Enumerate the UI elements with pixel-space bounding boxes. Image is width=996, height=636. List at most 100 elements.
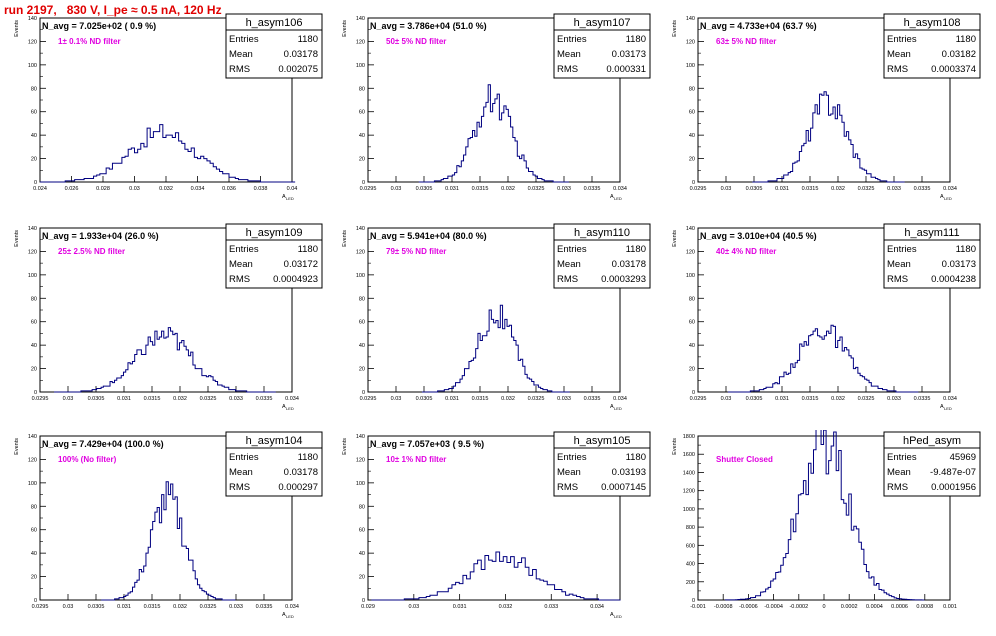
stat-value-entries: 1180 <box>956 244 976 255</box>
stat-label-mean: Mean <box>887 467 911 478</box>
x-tick-label: 0.036 <box>222 186 236 192</box>
x-tick-label: 0.03 <box>129 186 140 192</box>
x-tick-label: 0.031 <box>775 396 789 402</box>
stat-label-entries: Entries <box>229 244 259 255</box>
histogram-name: h_asym108 <box>904 17 961 29</box>
histogram-panel-hPed_asym: 0 200 400 600 800 1000 1200 1400 1600 1800 -0.001 -… <box>662 430 992 636</box>
x-tick-label: 0.031 <box>445 186 459 192</box>
stat-value-mean: 0.03173 <box>942 259 976 270</box>
x-axis-label: A <box>610 194 614 200</box>
histogram-svg: 0 200 400 600 800 1000 1200 1400 1600 1800 -0.001 -… <box>672 430 981 610</box>
x-tick-label: 0.0002 <box>841 604 858 610</box>
y-tick-label: 60 <box>31 528 37 534</box>
stat-value-rms: 0.000297 <box>278 482 318 493</box>
y-tick-label: 120 <box>356 39 365 45</box>
x-tick-label: 0.001 <box>943 604 957 610</box>
stats-box <box>553 431 651 497</box>
histogram-line <box>418 84 569 183</box>
x-tick-label: 0.03 <box>391 396 402 402</box>
y-tick-label: 120 <box>356 457 365 463</box>
y-tick-label: 40 <box>359 133 365 139</box>
x-tick-label: 0.034 <box>943 186 957 192</box>
y-tick-label: 1600 <box>683 452 695 458</box>
y-tick-label: 40 <box>359 343 365 349</box>
stats-box <box>883 431 981 497</box>
y-tick-label: 100 <box>28 481 37 487</box>
x-axis-label: A <box>940 404 944 410</box>
stat-label-mean: Mean <box>229 49 253 60</box>
x-tick-label: 0.03 <box>721 186 732 192</box>
histogram-panel-h_asym108: 0 20 40 60 80 100 120 140 0.0295 0.03 0.0305 0.031 0… <box>662 12 992 218</box>
histogram-name: h_asym104 <box>246 435 303 447</box>
y-tick-label: 120 <box>356 249 365 255</box>
stat-value-entries: 1180 <box>298 452 318 463</box>
x-tick-label: 0.0325 <box>200 396 217 402</box>
x-tick-label: 0.0305 <box>88 396 105 402</box>
x-axis-label-sub: LED <box>286 406 294 411</box>
y-tick-label: 100 <box>28 273 37 279</box>
y-tick-label: 60 <box>31 320 37 326</box>
y-tick-label: 40 <box>31 551 37 557</box>
histogram-line <box>40 124 296 183</box>
x-tick-label: 0.032 <box>501 186 515 192</box>
stat-value-mean: 0.03182 <box>942 49 976 60</box>
stat-value-rms: 0.000331 <box>606 64 646 75</box>
histogram-svg: 0 20 40 60 80 100 120 140 0.0295 0.03 0.0305 0.031 0… <box>14 431 323 619</box>
x-tick-label: 0.024 <box>33 186 47 192</box>
y-tick-label: 20 <box>689 157 695 163</box>
x-tick-label: 0.032 <box>173 604 187 610</box>
stat-label-rms: RMS <box>557 64 578 75</box>
y-tick-label: 20 <box>689 367 695 373</box>
stat-label-entries: Entries <box>887 34 917 45</box>
filter-label: Shutter Closed <box>716 455 773 464</box>
y-tick-label: 80 <box>689 86 695 92</box>
y-tick-label: 140 <box>686 16 695 22</box>
stat-label-entries: Entries <box>229 452 259 463</box>
x-tick-label: 0.0295 <box>690 186 707 192</box>
n-avg-label: N_avg = 7.025e+02 ( 0.9 %) <box>42 21 156 31</box>
stat-value-entries: 1180 <box>626 34 646 45</box>
histogram-name: h_asym110 <box>574 227 630 239</box>
x-tick-label: 0.0325 <box>528 396 545 402</box>
n-avg-label: N_avg = 7.429e+04 (100.0 %) <box>42 439 164 449</box>
stat-value-rms: 0.0003293 <box>601 274 646 285</box>
filter-label: 10± 1% ND filter <box>386 455 446 464</box>
stats-box <box>553 223 651 289</box>
histogram-name: h_asym106 <box>246 17 303 29</box>
y-tick-label: 0 <box>692 180 695 186</box>
x-tick-label: 0.034 <box>943 396 957 402</box>
histogram-svg: 0 20 40 60 80 100 120 140 0.029 0.03 0.031 0.032 0.0… <box>342 431 651 619</box>
y-axis-label: Events <box>672 20 678 37</box>
y-tick-label: 100 <box>686 63 695 69</box>
y-tick-label: 100 <box>356 273 365 279</box>
x-axis-label-sub: LED <box>286 614 294 619</box>
x-axis-label: A <box>940 194 944 200</box>
x-tick-label: 0.0295 <box>690 396 707 402</box>
stat-value-entries: 1180 <box>626 244 646 255</box>
stat-label-mean: Mean <box>887 259 911 270</box>
x-tick-label: 0.031 <box>453 604 467 610</box>
x-tick-label: 0.0315 <box>472 396 489 402</box>
y-tick-label: 80 <box>31 86 37 92</box>
stats-box <box>225 431 323 497</box>
y-tick-label: 1400 <box>683 470 695 476</box>
stat-label-entries: Entries <box>557 244 587 255</box>
y-tick-label: 20 <box>359 575 365 581</box>
x-axis-label-sub: LED <box>614 614 622 619</box>
x-tick-label: 0.0325 <box>200 604 217 610</box>
x-tick-label: 0.0004 <box>866 604 883 610</box>
x-tick-label: 0.033 <box>557 186 571 192</box>
x-tick-label: 0.031 <box>445 396 459 402</box>
histogram-line <box>101 481 236 601</box>
stat-label-mean: Mean <box>887 49 911 60</box>
x-tick-label: 0.0315 <box>802 186 819 192</box>
y-axis-label: Events <box>672 230 678 247</box>
histogram-svg: 0 20 40 60 80 100 120 140 0.0295 0.03 0.0305 0.031 0… <box>14 223 323 411</box>
n-avg-label: N_avg = 3.786e+04 (51.0 %) <box>370 21 487 31</box>
x-tick-label: 0.03 <box>721 396 732 402</box>
filter-label: 100% (No filter) <box>58 455 117 464</box>
histogram-svg: 0 20 40 60 80 100 120 140 0.0295 0.03 0.0305 0.031 0… <box>342 223 651 411</box>
stat-label-entries: Entries <box>887 244 917 255</box>
stats-box <box>883 13 981 79</box>
n-avg-label: N_avg = 4.733e+04 (63.7 %) <box>700 21 817 31</box>
